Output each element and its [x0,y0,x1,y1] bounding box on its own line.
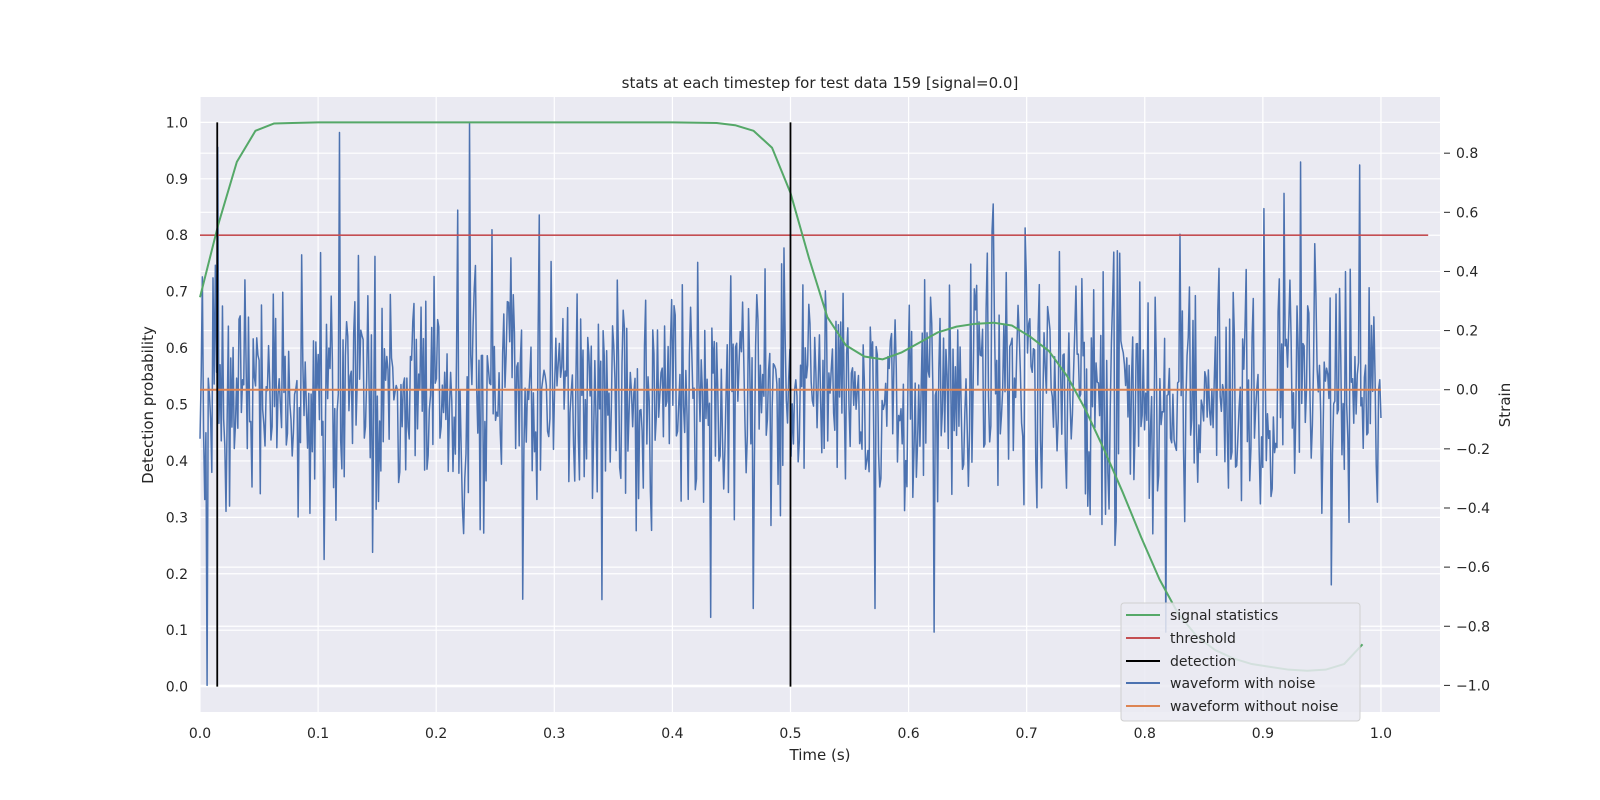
legend-label-waveform-with-noise: waveform with noise [1170,676,1315,692]
x-tick-label: 0.9 [1252,726,1274,742]
x-tick-label: 1.0 [1370,726,1392,742]
y-tick-label-right: 0.8 [1456,146,1478,162]
chart-marks [199,121,1429,687]
y-tick-label-left: 0.1 [166,623,188,639]
legend-label-threshold: threshold [1170,631,1236,647]
y-tick-label-right: 0.2 [1456,324,1478,340]
y-tick-label-left: 0.0 [166,680,188,696]
y-tick-label-right: −0.4 [1456,501,1490,517]
y-tick-label-right: 0.0 [1456,383,1478,399]
y-tick-label-right: −0.8 [1456,619,1490,635]
y-tick-label-right: −1.0 [1456,678,1490,694]
legend: signal statistics threshold detection wa… [1120,602,1361,722]
y-tick-label-left: 0.9 [166,172,188,188]
x-tick-label: 0.5 [779,726,801,742]
legend-label-detection: detection [1170,654,1236,670]
y-tick-label-right: −0.2 [1456,442,1490,458]
legend-label-waveform-without-noise: waveform without noise [1170,699,1338,715]
chart-title: stats at each timestep for test data 159… [622,74,1019,92]
x-tick-label: 0.7 [1016,726,1038,742]
x-tick-label: 0.6 [897,726,919,742]
y-tick-label-left: 1.0 [166,115,188,131]
ticks: 0.0 0.1 0.2 0.3 0.4 0.5 0.6 0.7 0.8 0.9 1.0 0.0 0.1 0… [166,115,1490,742]
y-tick-label-left: 0.4 [166,454,188,470]
y-tick-label-left: 0.6 [166,341,188,357]
y-tick-label-left: 0.2 [166,567,188,583]
x-tick-label: 0.1 [307,726,329,742]
x-tick-label: 0.3 [543,726,565,742]
x-tick-label: 0.2 [425,726,447,742]
legend-label-signal-statistics: signal statistics [1170,608,1278,624]
x-tick-label: 0.0 [189,726,211,742]
y-tick-label-left: 0.8 [166,228,188,244]
legend-box [1120,602,1361,722]
y-tick-label-left: 0.7 [166,285,188,301]
y-tick-label-left: 0.5 [166,398,188,414]
y-axis-label-left: Detection probability [139,326,157,484]
y-axis-label-right: Strain [1496,383,1514,427]
y-tick-label-right: 0.6 [1456,205,1478,221]
y-tick-label-left: 0.3 [166,510,188,526]
x-tick-label: 0.4 [661,726,683,742]
x-axis-label: Time (s) [789,746,851,764]
x-tick-label: 0.8 [1134,726,1156,742]
y-tick-label-right: 0.4 [1456,264,1478,280]
y-tick-label-right: −0.6 [1456,560,1490,576]
